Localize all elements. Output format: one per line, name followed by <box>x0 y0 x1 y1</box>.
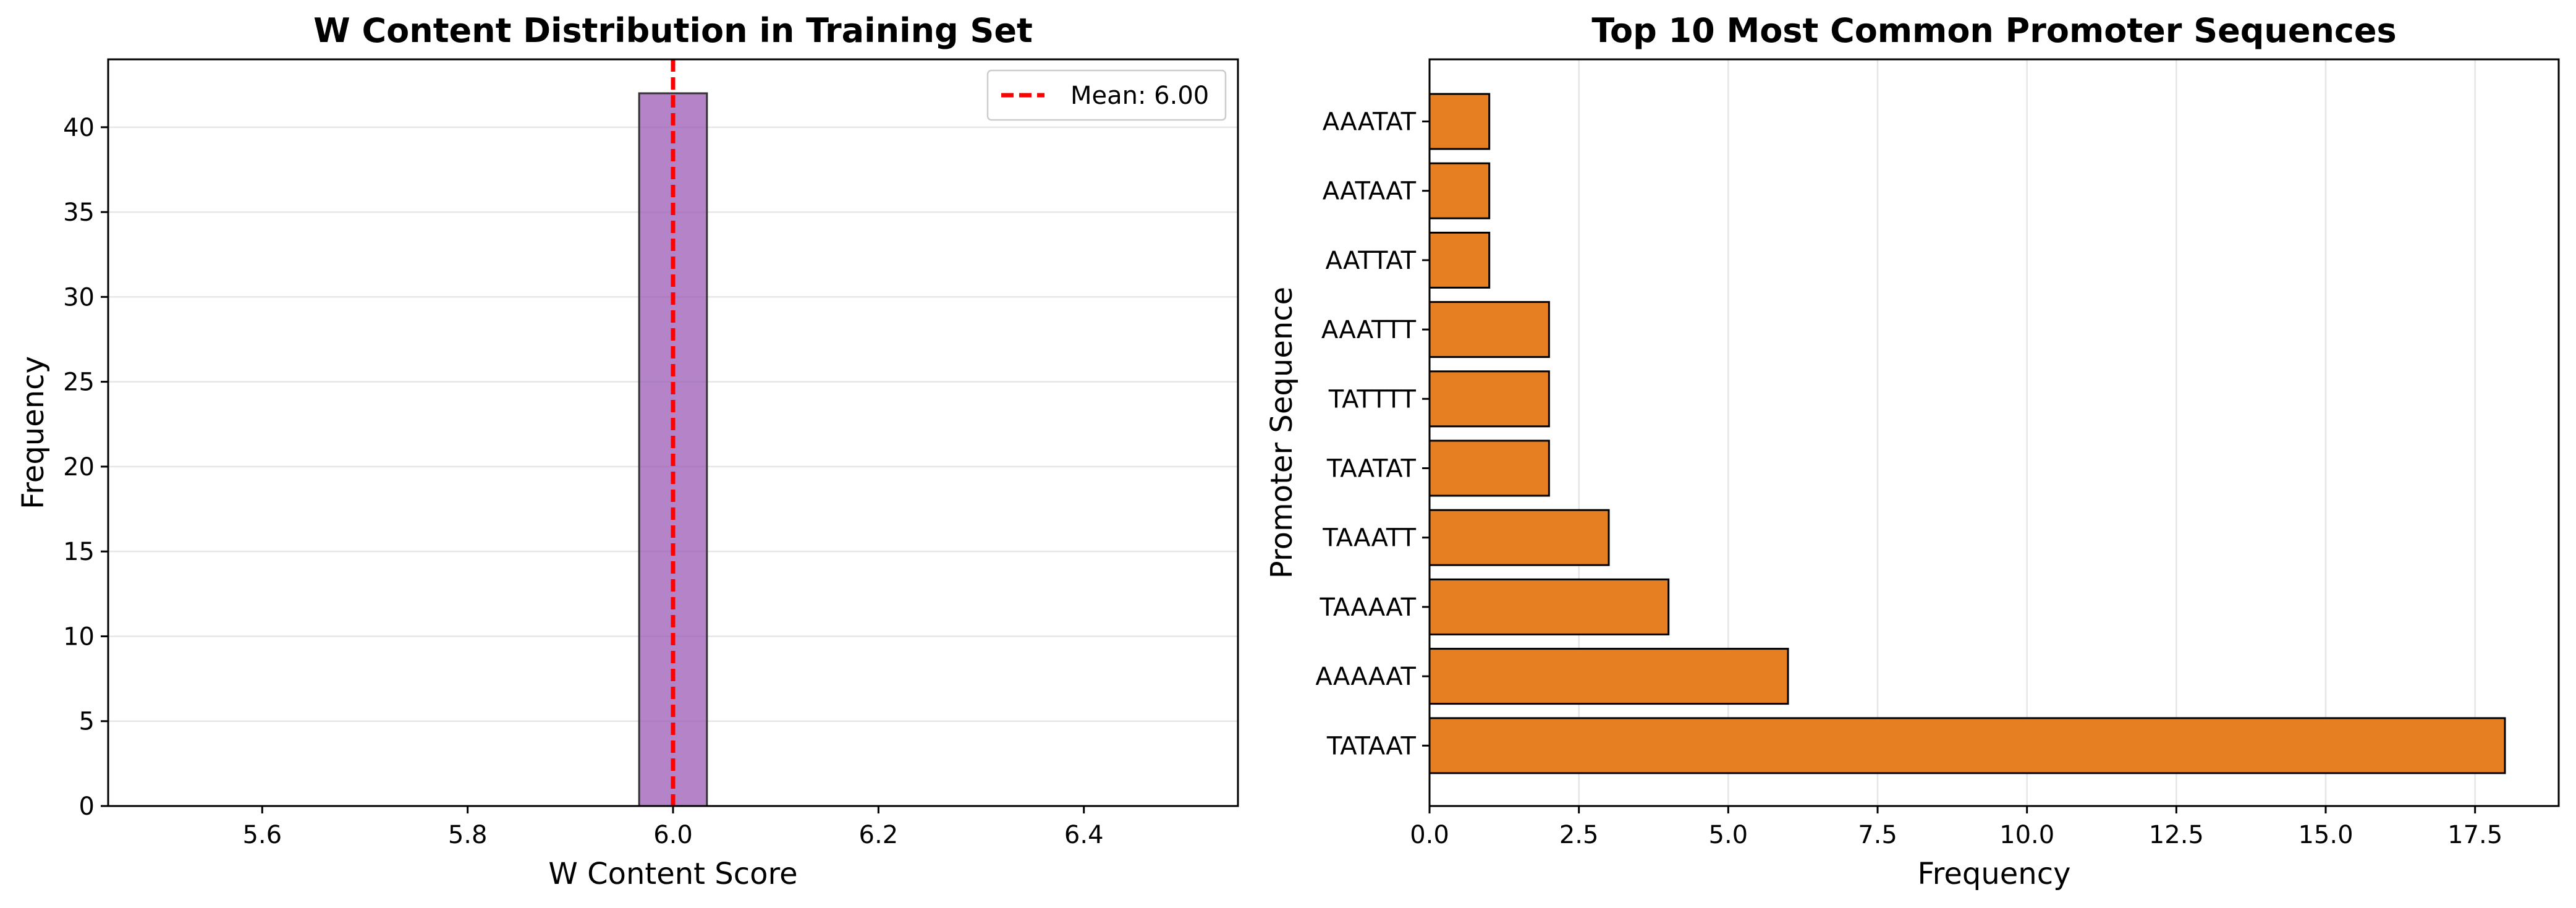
left-y-tick-label: 35 <box>63 198 95 227</box>
left-y-tick-label: 15 <box>63 538 95 566</box>
right-plot-frame <box>1428 58 2560 807</box>
promoter-category-label: TAAAAT <box>1320 593 1417 622</box>
promoter-bar <box>1428 301 1550 359</box>
right-x-ticks: 0.0 2.5 5.0 7.5 10.0 12.5 15.0 17.5 <box>1410 806 2502 849</box>
promoter-category-label: TAATAT <box>1326 455 1417 483</box>
left-y-axis-label: Frequency <box>16 356 51 509</box>
right-x-tick-label: 2.5 <box>1559 821 1599 849</box>
promoter-bar <box>1428 162 1491 219</box>
left-x-tick-label: 6.2 <box>859 821 899 849</box>
promoter-bar <box>1428 717 2506 774</box>
left-x-ticks: 5.6 5.8 6.0 6.2 6.4 <box>242 806 1104 849</box>
promoter-bar <box>1428 439 1550 497</box>
promoter-category-label: AATAAT <box>1323 177 1417 206</box>
right-x-tick-label: 0.0 <box>1410 821 1449 849</box>
left-x-axis-label: W Content Score <box>548 857 797 891</box>
left-y-tick-label: 0 <box>79 792 95 821</box>
promoter-category-label: TAAATT <box>1322 524 1416 553</box>
left-y-tick-label: 30 <box>63 283 95 312</box>
promoter-bar <box>1428 578 1670 635</box>
histogram-bar <box>638 92 708 807</box>
right-x-tick-label: 12.5 <box>2149 821 2204 849</box>
left-x-tick-label: 6.0 <box>653 821 693 849</box>
left-chart-title: W Content Distribution in Training Set <box>313 11 1033 50</box>
promoter-bar <box>1428 231 1491 289</box>
legend: Mean: 6.00 <box>986 69 1227 121</box>
left-x-tick-label: 5.6 <box>242 821 282 849</box>
left-y-tick-label: 40 <box>63 114 95 142</box>
promoter-category-label: AATTAT <box>1326 247 1417 275</box>
right-chart-title: Top 10 Most Common Promoter Sequences <box>1591 11 2396 50</box>
right-x-tick-label: 7.5 <box>1858 821 1897 849</box>
promoter-category-label: TATTTT <box>1328 385 1417 414</box>
promoter-category-label: TATAAT <box>1326 732 1417 760</box>
legend-box <box>986 69 1227 121</box>
promoter-category-label: AAATAT <box>1323 108 1417 137</box>
right-x-tick-label: 5.0 <box>1709 821 1748 849</box>
left-y-tick-label: 5 <box>79 708 95 736</box>
legend-mean-label: Mean: 6.00 <box>1070 82 1209 110</box>
left-y-ticks: 0 5 10 15 20 25 30 35 40 <box>63 114 108 821</box>
right-x-tick-label: 17.5 <box>2447 821 2502 849</box>
right-y-axis-label: Promoter Sequence <box>1265 287 1299 579</box>
histogram-chart: 5.6 5.8 6.0 6.2 6.4 0 5 10 15 20 25 30 35 40 W Conte… <box>16 11 1239 891</box>
left-x-tick-label: 6.4 <box>1064 821 1104 849</box>
right-x-tick-label: 15.0 <box>2298 821 2353 849</box>
promoter-bar-chart: 0.0 2.5 5.0 7.5 10.0 12.5 15.0 17.5 TATAAT AAAAA… <box>1265 11 2560 891</box>
right-x-tick-label: 10.0 <box>1999 821 2054 849</box>
promoter-bar <box>1428 648 1789 705</box>
promoter-bar <box>1428 370 1550 428</box>
left-y-tick-label: 10 <box>63 622 95 651</box>
left-y-tick-label: 25 <box>63 368 95 397</box>
promoter-category-label: AAATTT <box>1321 316 1417 344</box>
promoter-bar <box>1428 509 1610 566</box>
left-x-tick-label: 5.8 <box>448 821 488 849</box>
promoter-bar <box>1428 93 1491 150</box>
promoter-category-label: AAAAAT <box>1315 663 1416 691</box>
right-y-ticks: TATAAT AAAAAT TAAAAT TAAATT TAATAT TATTTT AAAT… <box>1315 108 1430 760</box>
left-y-tick-label: 20 <box>63 453 95 482</box>
right-x-axis-label: Frequency <box>1918 857 2071 891</box>
